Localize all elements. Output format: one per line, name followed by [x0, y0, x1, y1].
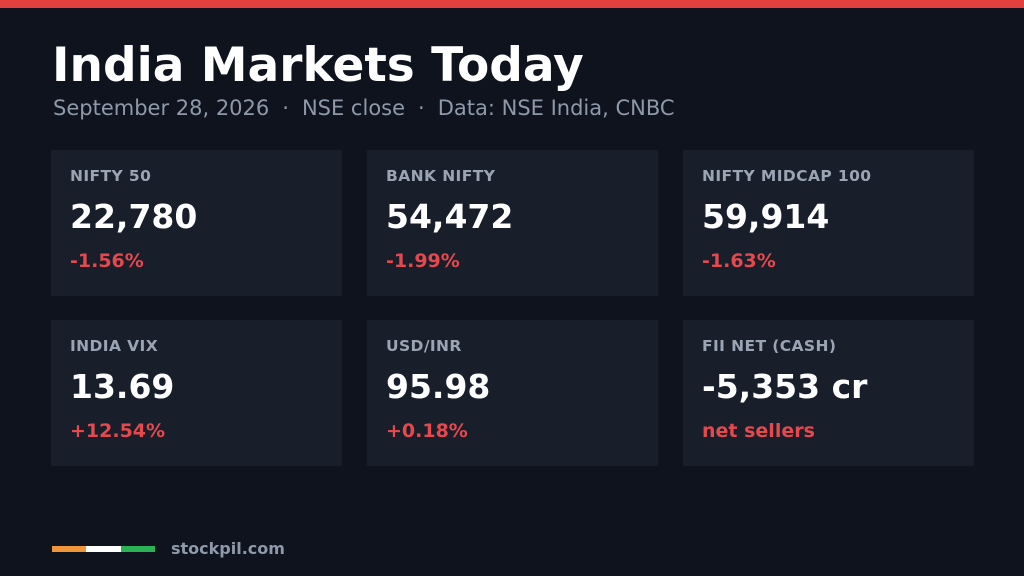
card-label: INDIA VIX	[70, 337, 159, 355]
card-label: BANK NIFTY	[386, 167, 496, 185]
card-nifty-midcap-100: NIFTY MIDCAP 100 59,914 -1.63%	[683, 150, 974, 296]
separator: ·	[282, 96, 289, 120]
card-india-vix: INDIA VIX 13.69 +12.54%	[51, 320, 342, 466]
card-bank-nifty: BANK NIFTY 54,472 -1.99%	[367, 150, 658, 296]
card-usd-inr: USD/INR 95.98 +0.18%	[367, 320, 658, 466]
card-change: net sellers	[702, 420, 815, 442]
flag-white	[86, 546, 121, 552]
card-nifty-50: NIFTY 50 22,780 -1.56%	[51, 150, 342, 296]
top-accent-bar	[0, 0, 1024, 8]
separator: ·	[418, 96, 425, 120]
page-title: India Markets Today	[52, 38, 584, 93]
card-value: 95.98	[386, 367, 491, 406]
card-value: 22,780	[70, 197, 198, 236]
card-label: FII NET (CASH)	[702, 337, 837, 355]
brand-link[interactable]: stockpil.com	[171, 539, 285, 558]
card-change: -1.63%	[702, 250, 776, 272]
card-value: 54,472	[386, 197, 514, 236]
card-value: 59,914	[702, 197, 830, 236]
card-change: +0.18%	[386, 420, 468, 442]
flag-saffron	[52, 546, 87, 552]
card-value: -5,353 cr	[702, 367, 868, 406]
session-text: NSE close	[301, 96, 406, 120]
card-label: USD/INR	[386, 337, 462, 355]
card-change: -1.99%	[386, 250, 460, 272]
card-fii-net-cash: FII NET (CASH) -5,353 cr net sellers	[683, 320, 974, 466]
card-label: NIFTY 50	[70, 167, 152, 185]
card-value: 13.69	[70, 367, 175, 406]
date-text: September 28, 2026	[53, 96, 270, 120]
source-text: Data: NSE India, CNBC	[437, 96, 675, 120]
card-label: NIFTY MIDCAP 100	[702, 167, 872, 185]
card-change: -1.56%	[70, 250, 144, 272]
india-flag-stripe	[52, 546, 155, 552]
flag-green	[120, 546, 155, 552]
card-change: +12.54%	[70, 420, 166, 442]
subtitle: September 28, 2026 · NSE close · Data: NSE I…	[53, 94, 675, 122]
